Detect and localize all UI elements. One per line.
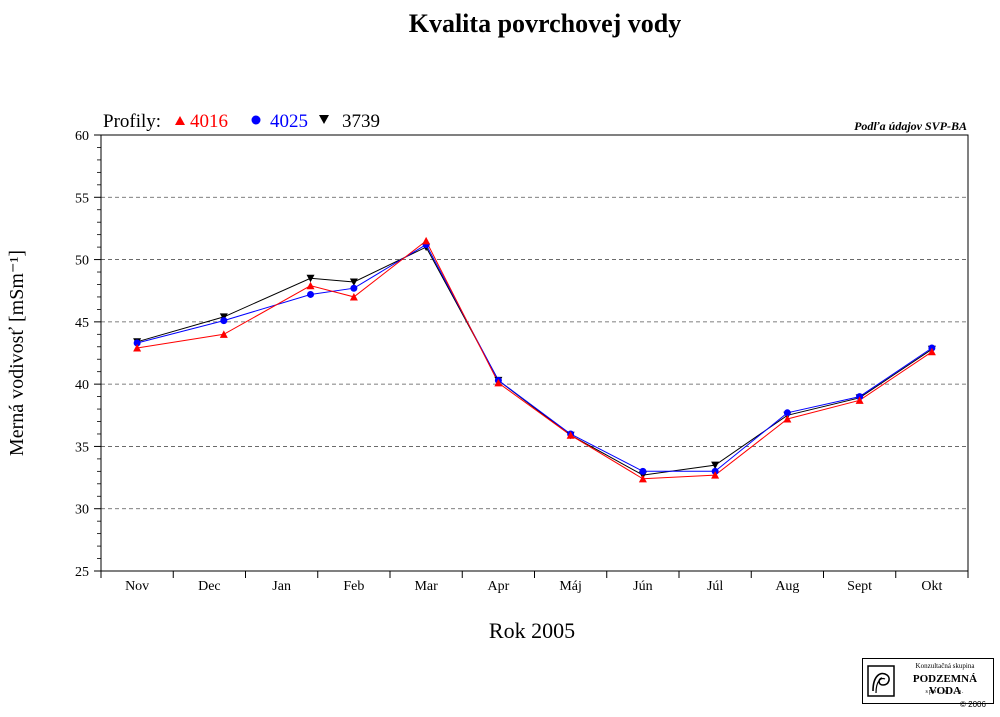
company-logo: Konzultačná skupina PODZEMNÁ VODA spol. …: [862, 658, 994, 704]
logo-line-1: Konzultačná skupina: [915, 662, 975, 670]
x-tick-label: Feb: [343, 579, 364, 594]
series-markers: [133, 236, 936, 483]
data-point-3739: [349, 278, 358, 286]
x-tick-label: Nov: [125, 579, 149, 594]
data-point-4025: [307, 290, 315, 298]
chart-title: Kvalita povrchovej vody: [409, 9, 682, 38]
x-tick-label: Aug: [775, 579, 799, 594]
data-point-4025: [133, 339, 141, 347]
data-point-4016: [306, 281, 315, 290]
y-tick-label: 55: [75, 191, 89, 206]
data-point-4016: [711, 471, 720, 479]
y-tick-label: 45: [75, 316, 89, 331]
legend-marker-3739: [319, 115, 329, 124]
series-line-4016: [137, 240, 933, 480]
x-tick-label: Jan: [272, 579, 291, 594]
copyright: © 2006: [960, 700, 986, 709]
y-tick-label: 25: [75, 565, 89, 580]
x-tick-label: Dec: [198, 579, 221, 594]
x-axis: Nov Dec Jan Feb Mar Apr Máj Jún Júl Aug Sept Okt: [100, 571, 969, 594]
legend-marker-4016: [175, 116, 185, 125]
legend-label-4016: 4016: [190, 111, 228, 132]
data-point-4025: [783, 409, 791, 417]
legend-marker-4025: [251, 115, 261, 125]
data-point-3739: [306, 274, 315, 283]
y-tick-label: 50: [75, 254, 89, 269]
legend-prefix: Profily:: [103, 111, 161, 132]
x-tick-label: Apr: [487, 579, 509, 594]
legend-label-4025: 4025: [270, 111, 308, 132]
data-point-4025: [220, 317, 228, 325]
y-axis: 25 30 35 40 45 50 55 60: [75, 129, 101, 580]
logo-line-3: spol. s r. o.: [925, 689, 965, 695]
y-axis-title: Merná vodivosť [mSm⁻¹]: [6, 250, 28, 456]
data-point-4016: [349, 292, 358, 301]
y-tick-label: 60: [75, 129, 89, 144]
series-lines: [136, 240, 933, 480]
data-point-4025: [639, 467, 647, 475]
data-point-4025: [350, 284, 358, 292]
legend: Profily: 4016 4025 3739: [103, 111, 380, 132]
data-point-3739: [711, 461, 720, 470]
data-point-4016: [422, 236, 431, 245]
data-point-4016: [927, 347, 936, 356]
x-tick-label: Okt: [921, 579, 942, 594]
data-point-4016: [638, 474, 647, 483]
logo-company-name: PODZEMNÁ VODA: [912, 673, 978, 697]
data-point-4016: [783, 415, 792, 423]
data-point-4016: [855, 396, 864, 404]
x-tick-label: Mar: [414, 579, 438, 594]
y-tick-label: 35: [75, 440, 89, 455]
data-point-4016: [219, 330, 228, 338]
series-line-3739: [136, 246, 933, 476]
source-note: Podľa údajov SVP-BA: [854, 119, 967, 133]
x-tick-label: Júl: [707, 579, 723, 594]
series-line-4025: [136, 243, 933, 472]
data-point-4016: [133, 344, 142, 352]
data-point-4016: [566, 431, 575, 439]
plot-frame: [100, 134, 969, 572]
gridlines: [101, 196, 968, 510]
y-tick-label: 40: [75, 378, 89, 393]
y-tick-label: 30: [75, 503, 89, 518]
data-point-4016: [494, 378, 503, 387]
x-axis-title: Rok 2005: [489, 618, 575, 643]
legend-label-3739: 3739: [342, 111, 380, 132]
x-tick-label: Jún: [633, 579, 652, 594]
x-tick-label: Máj: [559, 579, 582, 594]
x-tick-label: Sept: [847, 579, 872, 594]
logo-mark-icon: [867, 665, 895, 697]
